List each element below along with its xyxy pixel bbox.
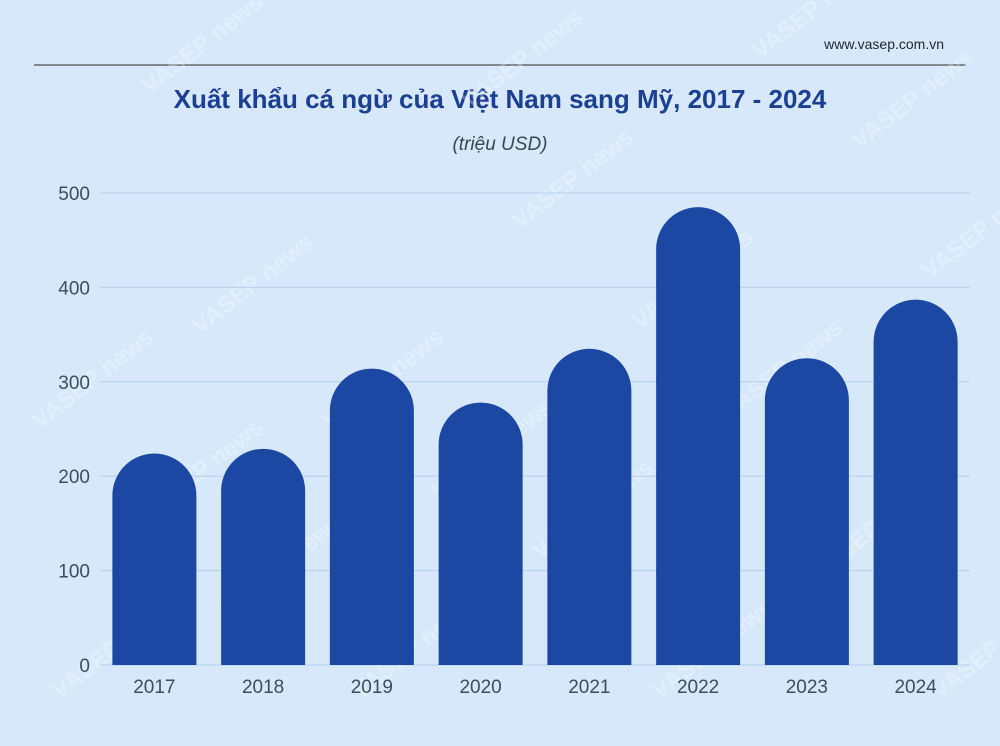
watermark-text: VASEP news <box>457 4 589 115</box>
x-tick-label: 2021 <box>568 677 610 698</box>
bar-2020 <box>438 402 523 665</box>
chart-subtitle: (triệu USD) <box>452 134 548 155</box>
watermark-text: VASEP news <box>917 174 1000 285</box>
bar-2024 <box>873 299 958 665</box>
y-tick-label: 100 <box>58 562 90 583</box>
site-url: www.vasep.com.vn <box>824 36 944 52</box>
bar-2023 <box>764 358 849 665</box>
y-axis-ticks: 0 100 200 300 400 500 <box>58 184 90 677</box>
y-tick-label: 500 <box>58 184 90 205</box>
y-tick-label: 300 <box>58 373 90 394</box>
x-tick-label: 2022 <box>677 677 719 698</box>
watermark-text: VASEP news <box>187 229 319 340</box>
bar-2018 <box>221 448 306 665</box>
bar-2022 <box>656 207 741 665</box>
chart-title: Xuất khẩu cá ngừ của Việt Nam sang Mỹ, 2… <box>173 84 827 114</box>
x-tick-label: 2023 <box>786 677 828 698</box>
x-tick-label: 2017 <box>133 677 175 698</box>
bar-2017 <box>112 453 197 665</box>
y-tick-label: 0 <box>79 656 90 677</box>
x-tick-label: 2019 <box>351 677 393 698</box>
bars <box>112 207 958 665</box>
watermark-text: VASEP news <box>747 0 879 65</box>
y-tick-label: 400 <box>58 278 90 299</box>
bar-2019 <box>329 368 414 665</box>
x-tick-label: 2020 <box>459 677 501 698</box>
x-tick-label: 2024 <box>894 677 937 698</box>
bar-2021 <box>547 348 632 665</box>
y-tick-label: 200 <box>58 467 90 488</box>
watermark-text: VASEP news <box>27 324 159 435</box>
watermark-text: VASEP news <box>847 44 979 155</box>
watermark-text: VASEP news <box>507 124 639 235</box>
header-divider <box>34 64 966 66</box>
x-tick-label: 2018 <box>242 677 284 698</box>
watermark-text: VASEP news <box>137 0 269 100</box>
x-axis-ticks: 2017 2018 2019 2020 2021 2022 2023 2024 <box>133 677 937 698</box>
